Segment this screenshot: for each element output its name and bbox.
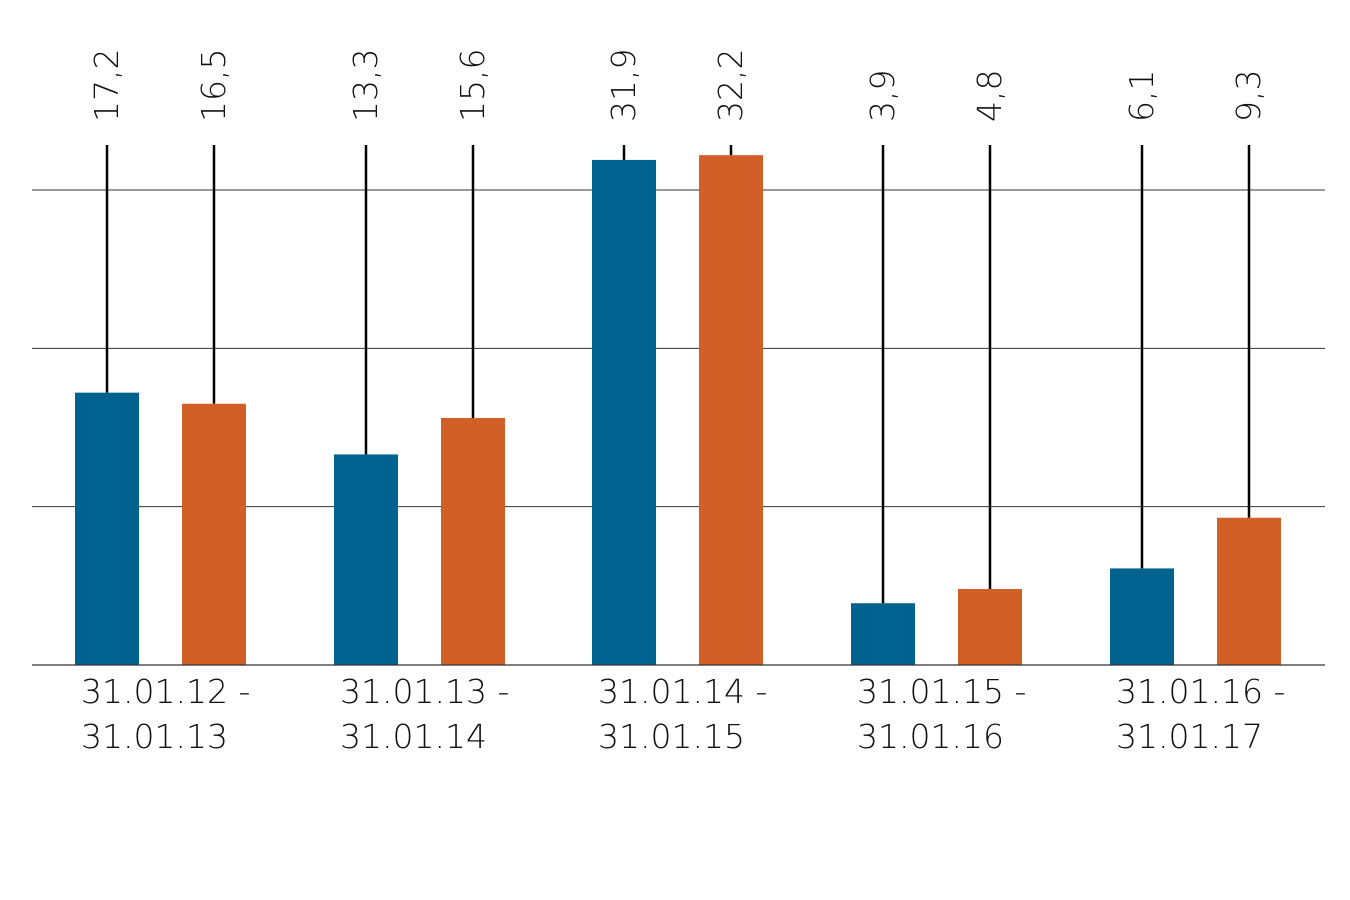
x-tick-label: 31.01.15 xyxy=(598,717,745,756)
data-label: 31,9 xyxy=(604,49,643,122)
x-tick-label: 31.01.16 xyxy=(857,717,1004,756)
bar xyxy=(851,603,915,665)
bar xyxy=(699,155,763,665)
bar xyxy=(592,159,656,665)
x-tick-label: 31.01.14 - xyxy=(598,672,767,711)
x-tick-label: 31.01.16 - xyxy=(1116,672,1285,711)
x-tick-label: 31.01.14 xyxy=(340,717,487,756)
data-label: 13,3 xyxy=(346,49,385,122)
data-label: 6,1 xyxy=(1122,70,1161,122)
bar xyxy=(182,403,246,665)
x-tick-label: 31.01.17 xyxy=(1116,717,1263,756)
bar xyxy=(1110,568,1174,665)
bar xyxy=(1217,517,1281,665)
bar xyxy=(75,392,139,665)
data-label: 15,6 xyxy=(453,49,492,122)
data-label: 16,5 xyxy=(194,49,233,122)
data-label: 17,2 xyxy=(87,49,126,122)
data-label: 3,9 xyxy=(863,70,902,122)
bar xyxy=(441,418,505,665)
data-label: 4,8 xyxy=(970,70,1009,122)
data-label: 9,3 xyxy=(1229,70,1268,122)
x-tick-label: 31.01.13 xyxy=(81,717,228,756)
x-tick-label: 31.01.15 - xyxy=(857,672,1026,711)
x-tick-label: 31.01.13 - xyxy=(340,672,509,711)
data-label: 32,2 xyxy=(711,49,750,122)
bar xyxy=(334,454,398,665)
x-tick-label: 31.01.12 - xyxy=(81,672,250,711)
bar xyxy=(958,589,1022,665)
